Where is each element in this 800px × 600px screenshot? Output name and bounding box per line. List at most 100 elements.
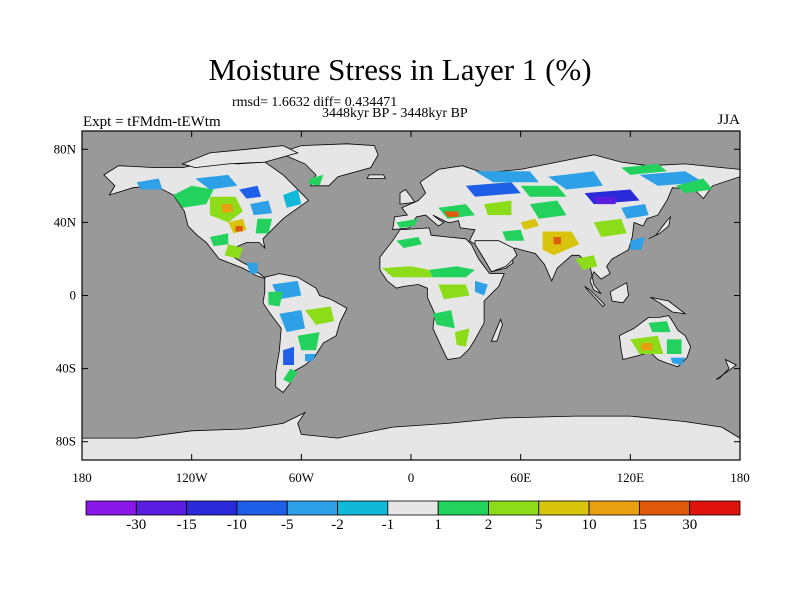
colorbar-label: -10	[226, 517, 247, 533]
y-tick-label: 0	[70, 288, 77, 303]
anomaly-region	[676, 178, 713, 194]
x-tick-label: 180	[730, 470, 750, 485]
uk-land	[399, 188, 416, 205]
anomaly-region	[136, 178, 163, 190]
anomaly-region	[520, 218, 539, 230]
y-tick-label: 40N	[54, 214, 77, 229]
period-line: 3448kyr BP - 3448kyr BP	[322, 106, 468, 121]
anomaly-region	[283, 189, 302, 208]
x-tick-label: 60W	[289, 470, 315, 485]
anomaly-region	[432, 310, 455, 329]
colorbar-label: 10	[581, 517, 597, 533]
madagascar-land	[490, 318, 503, 342]
anomaly-region	[396, 237, 422, 248]
anomaly-region	[648, 321, 671, 333]
anomaly-region	[195, 174, 238, 190]
anomaly-region	[255, 218, 273, 234]
colorbar-label: -2	[331, 517, 344, 533]
colorbar-swatch	[588, 500, 640, 516]
colorbar-label: -1	[381, 517, 395, 533]
stats-line: rmsd= 1.6632 diff= 0.434471	[232, 95, 398, 110]
new-guinea-land	[650, 296, 687, 315]
colorbar-label: -15	[176, 517, 197, 533]
anomaly-region	[438, 284, 470, 300]
y-tick-label: 80S	[56, 434, 76, 449]
anomaly-region	[239, 185, 262, 199]
anomaly-region	[224, 244, 243, 259]
colorbar-swatch	[286, 500, 338, 516]
axis-ticks: 80N 40N 0 40S 80S 180 120W 60W 0 60E 120E 180	[54, 131, 750, 485]
anomaly-region	[305, 354, 316, 362]
colorbar-swatch	[337, 500, 389, 516]
colorbar-swatch	[689, 500, 741, 516]
anomaly-region	[575, 255, 598, 270]
greenland-land	[278, 143, 379, 187]
anomaly-layer	[136, 163, 713, 384]
anomaly-region	[235, 226, 243, 232]
anomaly-region	[381, 266, 433, 278]
anomaly-region	[220, 204, 234, 214]
anomaly-region	[246, 262, 258, 274]
anomaly-region	[502, 229, 525, 241]
colorbar-swatch	[488, 500, 540, 516]
y-tick-label: 40S	[56, 361, 76, 376]
colorbar-label: -30	[126, 517, 147, 533]
anomaly-region	[173, 185, 214, 208]
indonesia-2-land	[609, 282, 629, 304]
new-zealand-land	[715, 358, 738, 380]
colorbar-swatch	[135, 500, 188, 516]
colorbar-label: 5	[535, 517, 543, 533]
colorbar-swatch	[186, 500, 238, 516]
anomaly-region	[268, 291, 284, 307]
anomaly-region	[454, 328, 470, 347]
colorbar-label: 30	[682, 517, 698, 533]
anomaly-region	[297, 332, 320, 351]
y-tick-label: 80N	[54, 141, 77, 156]
anomaly-region	[465, 182, 521, 197]
x-tick-label: 60E	[510, 470, 531, 485]
anomaly-region	[443, 211, 459, 217]
colorbar-swatch	[236, 500, 288, 516]
arabia-connect-land	[474, 240, 518, 273]
antarctica-land	[82, 411, 740, 460]
experiment-label: Expt = tFMdm-tEWtm	[83, 114, 221, 130]
anomaly-region	[308, 174, 324, 186]
x-tick-label: 0	[408, 470, 415, 485]
x-tick-label: 120W	[176, 470, 209, 485]
x-tick-label: 180	[72, 470, 92, 485]
anomaly-region	[250, 200, 273, 216]
anomaly-region	[283, 346, 294, 365]
x-tick-label: 120E	[617, 470, 645, 485]
colorbar-swatch	[437, 500, 489, 516]
indonesia-1-land	[584, 286, 606, 308]
anomaly-region	[621, 204, 649, 219]
colorbar-swatch	[538, 500, 590, 516]
anomaly-region	[670, 357, 686, 365]
colorbar	[85, 500, 741, 516]
anomaly-region	[305, 306, 335, 325]
colorbar-swatch	[638, 500, 691, 516]
anomaly-region	[548, 171, 603, 190]
japan-land	[648, 215, 672, 240]
anomaly-region	[593, 196, 616, 205]
anomaly-region	[429, 266, 475, 278]
iceland-land	[366, 174, 387, 179]
colorbar-swatch	[387, 500, 439, 516]
anomaly-region	[283, 368, 298, 384]
colorbar-label: -5	[280, 517, 294, 533]
anomaly-region	[553, 237, 561, 245]
canadian-arctic-land	[181, 145, 299, 169]
anomaly-region	[666, 339, 682, 354]
anomaly-region	[209, 233, 229, 247]
colorbar-swatch	[85, 500, 137, 516]
anomaly-region	[639, 171, 704, 186]
season-label: JJA	[717, 112, 740, 128]
anomaly-region	[529, 200, 567, 219]
anomaly-region	[621, 163, 667, 175]
anomaly-region	[520, 185, 567, 197]
anomaly-region	[630, 237, 645, 250]
anomaly-region	[279, 310, 305, 333]
anomaly-region	[641, 343, 653, 351]
anomaly-region	[593, 218, 627, 237]
